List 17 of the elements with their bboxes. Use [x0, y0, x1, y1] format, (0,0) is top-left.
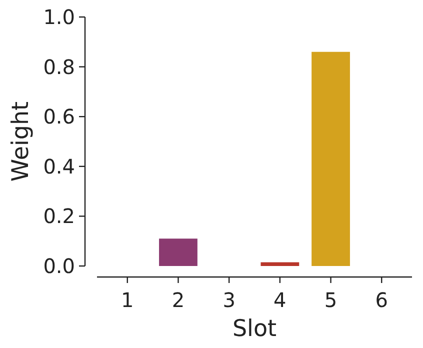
y-tick-label: 0.6 — [43, 104, 75, 129]
bar — [260, 262, 300, 266]
y-tick-label: 0.2 — [43, 204, 75, 228]
y-tick-label: 0.8 — [43, 54, 75, 79]
y-axis-title: Weight — [8, 101, 34, 182]
x-tick-label: 2 — [172, 288, 185, 312]
y-tick-label: 0.0 — [43, 254, 75, 278]
bar — [159, 238, 198, 266]
bar — [312, 52, 350, 266]
x-tick-label: 6 — [375, 288, 388, 312]
x-tick-label: 1 — [121, 288, 134, 312]
x-tick-label: 5 — [324, 288, 338, 312]
x-axis-title: Slot — [232, 316, 277, 342]
y-tick-label: 0.4 — [43, 154, 75, 178]
x-tick-label: 3 — [222, 288, 236, 312]
x-tick-label: 4 — [274, 288, 286, 312]
y-tick-label: 1.0 — [43, 5, 75, 29]
